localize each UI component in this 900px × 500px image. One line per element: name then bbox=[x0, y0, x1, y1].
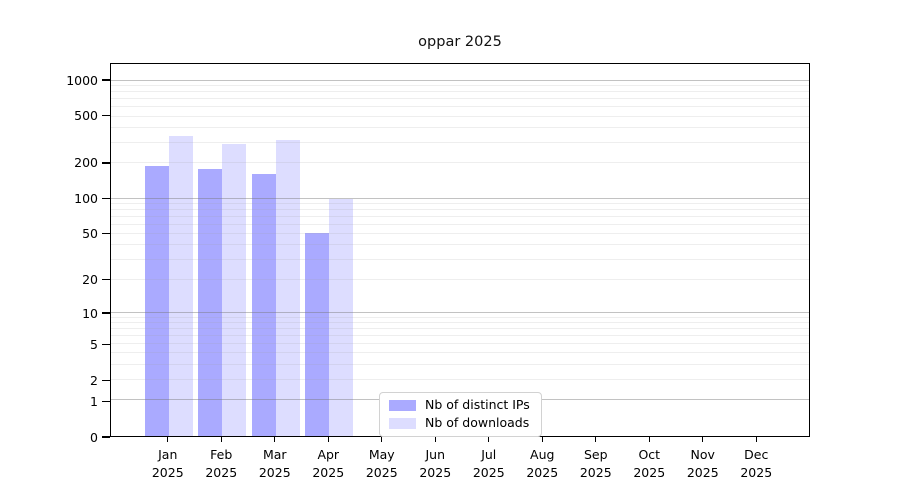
x-tick-label: Jan 2025 bbox=[151, 447, 184, 480]
bar-distinct-ips bbox=[198, 169, 223, 436]
x-tick-label: Feb 2025 bbox=[205, 447, 238, 480]
x-tick-label: Jun 2025 bbox=[419, 447, 452, 480]
bar-distinct-ips bbox=[144, 166, 169, 436]
bar-downloads bbox=[275, 139, 300, 436]
bar-distinct-ips bbox=[251, 174, 276, 436]
x-tick-mark bbox=[755, 437, 757, 442]
x-tick-mark bbox=[434, 437, 436, 442]
y-tick-mark bbox=[102, 312, 110, 314]
x-tick-mark bbox=[327, 437, 329, 442]
gridline-minor bbox=[111, 115, 809, 117]
gridline-minor bbox=[111, 106, 809, 108]
gridline-minor bbox=[111, 85, 809, 87]
y-tick-mark bbox=[102, 436, 110, 438]
x-tick-mark bbox=[702, 437, 704, 442]
chart-title: oppar 2025 bbox=[418, 34, 502, 50]
x-tick-mark bbox=[274, 437, 276, 442]
y-tick-label: 20 bbox=[82, 272, 98, 288]
x-tick-mark bbox=[595, 437, 597, 442]
legend-item-downloads: Nb of downloads bbox=[389, 416, 530, 430]
x-tick-label: Sep 2025 bbox=[579, 447, 612, 480]
y-tick-label: 2 bbox=[90, 372, 98, 388]
x-tick-label: Nov 2025 bbox=[686, 447, 719, 480]
x-tick-mark bbox=[488, 437, 490, 442]
y-tick-mark bbox=[102, 162, 110, 164]
x-tick-label: Dec 2025 bbox=[740, 447, 773, 480]
x-tick-label: Aug 2025 bbox=[526, 447, 559, 480]
x-tick-mark bbox=[381, 437, 383, 442]
x-tick-mark bbox=[220, 437, 222, 442]
legend-label-downloads: Nb of downloads bbox=[425, 415, 530, 430]
x-tick-label: Mar 2025 bbox=[258, 447, 291, 480]
y-tick-mark bbox=[102, 79, 110, 81]
y-tick-label: 5 bbox=[90, 336, 98, 352]
x-tick-label: Jul 2025 bbox=[472, 447, 505, 480]
y-tick-label: 50 bbox=[82, 226, 98, 242]
gridline-minor bbox=[111, 126, 809, 128]
legend-label-distinct-ips: Nb of distinct IPs bbox=[425, 397, 530, 412]
x-tick-mark bbox=[167, 437, 169, 442]
y-tick-label: 1 bbox=[90, 393, 98, 409]
bar-distinct-ips bbox=[305, 232, 330, 436]
legend-swatch-distinct-ips bbox=[389, 399, 416, 411]
legend-item-distinct-ips: Nb of distinct IPs bbox=[389, 398, 530, 412]
gridline-major bbox=[111, 79, 809, 81]
y-tick-mark bbox=[102, 197, 110, 200]
y-tick-label: 500 bbox=[74, 108, 98, 124]
gridline-minor bbox=[111, 141, 809, 143]
y-tick-mark bbox=[102, 379, 110, 381]
gridline-minor bbox=[111, 98, 809, 100]
y-tick-label: 0 bbox=[90, 429, 98, 445]
legend: Nb of distinct IPs Nb of downloads bbox=[379, 392, 542, 437]
y-tick-mark bbox=[102, 343, 110, 345]
y-tick-mark bbox=[102, 115, 110, 117]
bar-downloads bbox=[329, 198, 354, 436]
y-tick-mark bbox=[102, 233, 110, 235]
bar-downloads bbox=[222, 144, 247, 436]
y-tick-label: 200 bbox=[74, 155, 98, 171]
y-tick-mark bbox=[102, 279, 110, 281]
bar-downloads bbox=[168, 135, 193, 436]
gridline-minor bbox=[111, 91, 809, 93]
x-tick-mark bbox=[648, 437, 650, 442]
x-tick-mark bbox=[541, 437, 543, 442]
y-tick-label: 100 bbox=[74, 191, 98, 207]
plot-area bbox=[110, 63, 810, 437]
y-tick-label: 10 bbox=[82, 305, 98, 321]
x-tick-label: Oct 2025 bbox=[633, 447, 666, 480]
y-tick-mark bbox=[102, 400, 110, 402]
y-tick-label: 1000 bbox=[66, 72, 98, 88]
x-tick-label: May 2025 bbox=[365, 447, 398, 480]
legend-swatch-downloads bbox=[389, 417, 416, 429]
gridline-minor bbox=[111, 162, 809, 164]
x-tick-label: Apr 2025 bbox=[312, 447, 345, 480]
